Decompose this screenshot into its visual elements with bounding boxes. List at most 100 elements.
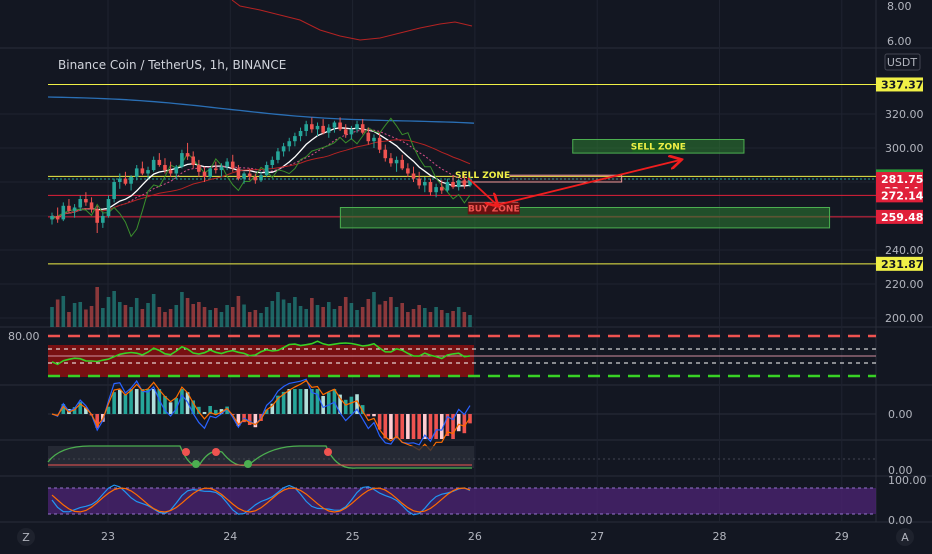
volume-bar <box>367 299 371 327</box>
candle[interactable] <box>383 150 387 159</box>
candle[interactable] <box>287 141 291 146</box>
macd-histogram-bar <box>395 414 399 438</box>
candle[interactable] <box>304 124 308 131</box>
candle[interactable] <box>423 182 427 185</box>
candle[interactable] <box>327 128 331 133</box>
volume-bar <box>191 304 195 327</box>
candle[interactable] <box>231 162 235 169</box>
candle[interactable] <box>208 168 212 177</box>
candle[interactable] <box>389 158 393 163</box>
macd-histogram-bar <box>299 389 303 414</box>
candle[interactable] <box>265 165 269 175</box>
candle[interactable] <box>50 216 54 219</box>
top-pane-tick-label: 8.00 <box>887 0 912 13</box>
candle[interactable] <box>107 199 111 216</box>
volume-bar <box>265 307 269 327</box>
ind3-signal-dot <box>182 448 190 456</box>
candle[interactable] <box>180 153 184 167</box>
candle[interactable] <box>169 170 173 173</box>
currency-button[interactable]: USDT <box>885 54 920 70</box>
volume-bar <box>84 310 88 328</box>
candle[interactable] <box>434 187 438 192</box>
candle[interactable] <box>67 206 71 211</box>
volume-bar <box>287 303 291 327</box>
candle[interactable] <box>344 129 348 134</box>
candle[interactable] <box>463 180 467 185</box>
candle[interactable] <box>174 167 178 174</box>
candle[interactable] <box>321 126 325 133</box>
candle[interactable] <box>118 179 122 182</box>
candle[interactable] <box>254 177 258 180</box>
volume-bar <box>276 292 280 327</box>
candle[interactable] <box>395 160 399 163</box>
volume-bar <box>186 298 190 327</box>
volume-bar <box>446 313 450 327</box>
candle[interactable] <box>73 208 77 211</box>
candle[interactable] <box>417 179 421 186</box>
candle[interactable] <box>163 165 167 170</box>
candle[interactable] <box>124 179 128 184</box>
candle[interactable] <box>451 182 455 187</box>
candle[interactable] <box>95 209 99 223</box>
candle[interactable] <box>406 168 410 173</box>
candle[interactable] <box>56 216 60 219</box>
candle[interactable] <box>214 168 218 170</box>
candle[interactable] <box>78 199 82 208</box>
candle[interactable] <box>333 123 337 128</box>
macd-histogram-bar <box>389 414 393 439</box>
candle[interactable] <box>457 180 461 187</box>
candle[interactable] <box>276 151 280 160</box>
candle[interactable] <box>440 187 444 190</box>
candle[interactable] <box>372 138 376 141</box>
candle[interactable] <box>355 124 359 129</box>
candle[interactable] <box>186 153 190 156</box>
candle[interactable] <box>191 157 195 166</box>
candle[interactable] <box>400 160 404 169</box>
candle[interactable] <box>259 175 263 180</box>
candle[interactable] <box>338 123 342 130</box>
candle[interactable] <box>220 167 224 170</box>
candle[interactable] <box>135 168 139 177</box>
candle[interactable] <box>203 172 207 177</box>
candle[interactable] <box>446 182 450 191</box>
currency-label: USDT <box>887 56 918 69</box>
candle[interactable] <box>299 131 303 136</box>
candle[interactable] <box>129 177 133 184</box>
candle[interactable] <box>429 182 433 192</box>
candle[interactable] <box>84 199 88 202</box>
candle[interactable] <box>310 124 314 129</box>
candle[interactable] <box>248 174 252 177</box>
candle[interactable] <box>293 136 297 141</box>
candle[interactable] <box>225 162 229 167</box>
candle[interactable] <box>378 138 382 150</box>
candle[interactable] <box>146 170 150 173</box>
candle[interactable] <box>141 168 145 173</box>
candle[interactable] <box>101 216 105 223</box>
macd-histogram-bar <box>129 389 133 414</box>
candle[interactable] <box>412 174 416 179</box>
auto-scale-button[interactable]: A <box>896 528 914 546</box>
volume-bar <box>254 310 258 327</box>
candle[interactable] <box>361 124 365 133</box>
candle[interactable] <box>112 182 116 199</box>
candle[interactable] <box>316 126 320 129</box>
candle[interactable] <box>350 129 354 134</box>
macd-histogram-bar <box>434 414 438 439</box>
candle[interactable] <box>367 133 371 142</box>
zone-box-1[interactable] <box>340 208 829 228</box>
candle[interactable] <box>158 160 162 165</box>
candle[interactable] <box>242 174 246 179</box>
volume-bar <box>203 307 207 327</box>
candle[interactable] <box>61 206 65 220</box>
volume-bar <box>361 307 365 327</box>
candle[interactable] <box>237 168 241 178</box>
log-scale-toggle-button[interactable]: Z <box>17 528 35 546</box>
candle[interactable] <box>282 146 286 151</box>
candle[interactable] <box>197 165 201 172</box>
ind3-signal-dot <box>244 460 252 468</box>
candle[interactable] <box>152 160 156 170</box>
candle[interactable] <box>270 160 274 165</box>
candle[interactable] <box>90 202 94 209</box>
